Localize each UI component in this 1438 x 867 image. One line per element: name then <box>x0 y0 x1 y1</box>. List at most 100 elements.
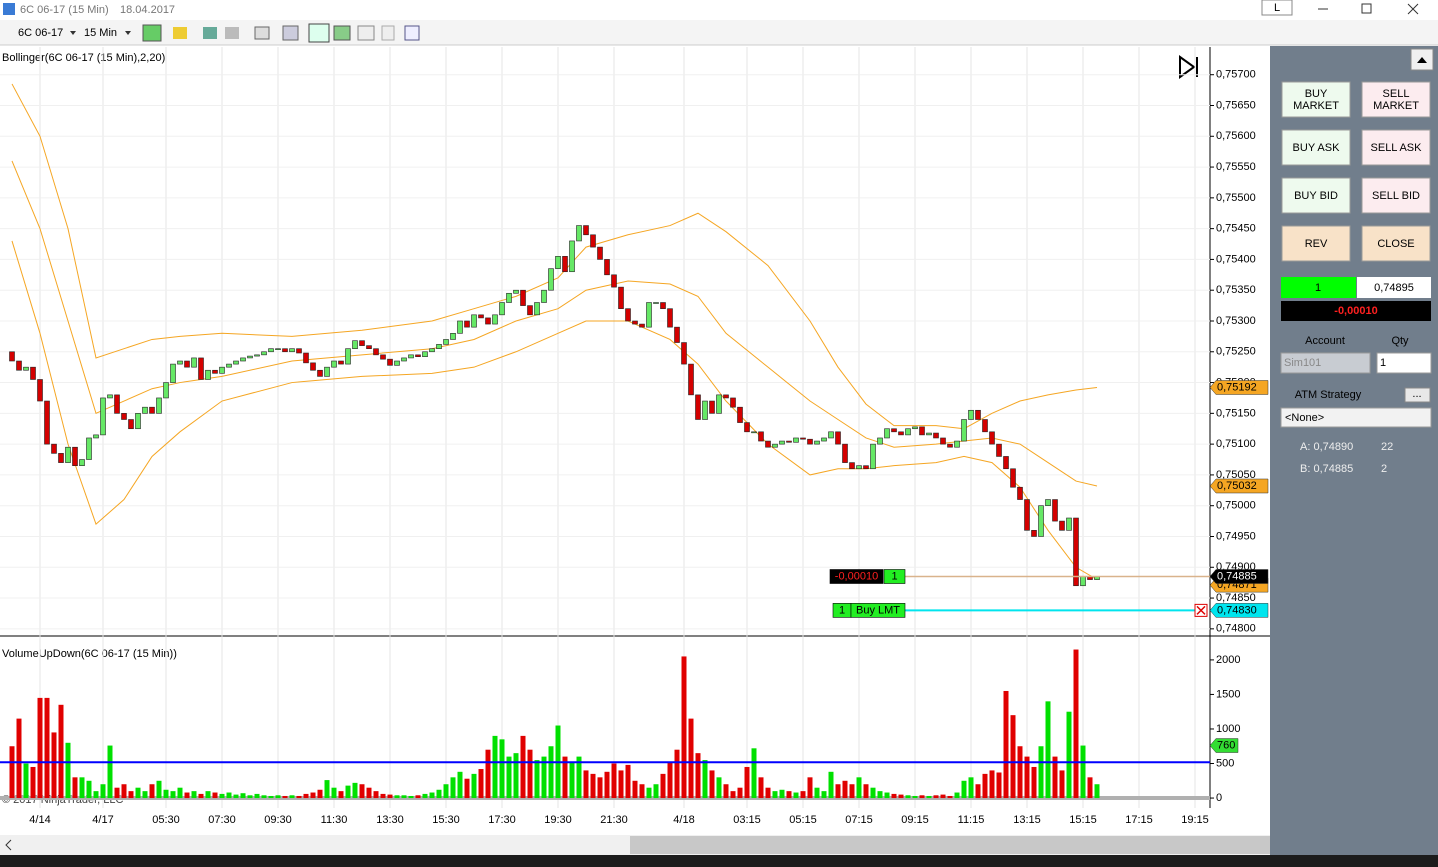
order-button[interactable] <box>1281 81 1351 118</box>
candle <box>142 406 148 414</box>
badge-button[interactable] <box>1261 0 1293 16</box>
volume-bar <box>58 704 64 799</box>
volume-bar <box>1038 746 1044 799</box>
candle <box>1045 499 1051 507</box>
order-button[interactable] <box>1361 225 1431 262</box>
order-button[interactable] <box>1361 81 1431 118</box>
chart-style-button[interactable] <box>142 24 162 42</box>
volume-bar <box>345 785 351 799</box>
volume-bar <box>905 795 911 799</box>
x-tick-label: 11:15 <box>958 814 985 826</box>
volume-bar <box>548 746 554 799</box>
zoom-out-button[interactable] <box>225 27 239 39</box>
window-button[interactable] <box>404 25 420 41</box>
y-tick-label: 0,75050 <box>1216 469 1256 481</box>
x-tick-label: 4/18 <box>673 814 694 826</box>
candle <box>807 438 813 445</box>
order-label-box[interactable] <box>883 569 906 584</box>
candle <box>828 431 834 439</box>
volume-bar <box>583 770 589 799</box>
candle <box>184 360 190 368</box>
volume-bar <box>1024 756 1030 799</box>
candle <box>450 333 456 340</box>
volume-bar <box>93 791 99 799</box>
account-value: Sim101 <box>1284 357 1321 369</box>
cursor-button[interactable] <box>254 26 270 40</box>
x-tick-label: 07:15 <box>845 814 873 826</box>
volume-bar <box>779 789 785 799</box>
atm-select[interactable] <box>1280 407 1432 428</box>
candle <box>492 314 498 325</box>
candle <box>317 369 323 377</box>
candle <box>800 437 806 440</box>
order-label: 1 <box>891 570 897 582</box>
order-button[interactable] <box>1361 177 1431 214</box>
candle <box>345 348 351 365</box>
draw-tool-button[interactable] <box>173 27 187 39</box>
template-button[interactable] <box>381 25 395 41</box>
instrument-selector[interactable]: 6C 06-17 <box>18 27 63 39</box>
chart-trader-button[interactable] <box>308 23 330 43</box>
order-label: Buy LMT <box>856 604 900 616</box>
scroll-to-end-button[interactable] <box>1179 55 1198 79</box>
interval-selector[interactable]: 15 Min <box>84 27 117 39</box>
atm-button[interactable] <box>1404 387 1431 403</box>
volume-bar <box>646 787 652 799</box>
candle <box>940 437 946 445</box>
volume-bar <box>79 777 85 799</box>
volume-bar <box>807 777 813 799</box>
candle <box>730 397 736 408</box>
candle <box>814 440 820 445</box>
volume-bar <box>471 773 477 799</box>
y-tick-label: 0,74800 <box>1216 623 1256 635</box>
volume-bar <box>884 792 890 799</box>
order-button[interactable] <box>1361 129 1431 166</box>
qty-input[interactable] <box>1376 352 1432 374</box>
candle <box>786 440 792 443</box>
candle <box>849 462 855 470</box>
zoom-in-button[interactable] <box>203 27 217 39</box>
order-button[interactable] <box>1281 225 1351 262</box>
volume-bar <box>702 760 708 799</box>
volume-bar <box>863 784 869 799</box>
ask-label: A: 0,74890 <box>1300 441 1353 453</box>
volume-bar <box>660 773 666 799</box>
candle <box>310 362 316 371</box>
volume-bar <box>744 766 750 799</box>
candle <box>1031 530 1037 537</box>
candle <box>16 360 22 371</box>
volume-bar <box>639 784 645 799</box>
order-label-box[interactable] <box>829 569 884 584</box>
scrollbar-thumb[interactable] <box>630 836 1270 854</box>
candle <box>121 413 127 420</box>
maximize-button[interactable] <box>1361 3 1372 14</box>
candle <box>464 320 470 328</box>
candle <box>387 358 393 366</box>
candle <box>37 379 43 402</box>
volume-bar <box>429 792 435 799</box>
volume-bar <box>436 789 442 799</box>
atm-label: ATM Strategy <box>1295 389 1362 401</box>
account-select[interactable] <box>1280 352 1371 374</box>
x-tick-label: 17:15 <box>1125 814 1153 826</box>
order-button[interactable] <box>1281 177 1351 214</box>
volume-bar <box>268 795 274 799</box>
indicator-label: Bollinger(6C 06-17 (15 Min),2,20) <box>2 52 165 64</box>
volume-bar <box>611 763 617 799</box>
order-label-box[interactable] <box>850 603 906 618</box>
candle <box>443 339 449 345</box>
properties-button[interactable] <box>282 25 299 41</box>
indicators-button[interactable] <box>333 25 351 41</box>
close-button[interactable] <box>1407 3 1419 15</box>
volume-bar <box>51 732 57 799</box>
volume-bar <box>16 718 22 799</box>
candle <box>226 363 232 368</box>
scroll-left[interactable] <box>5 839 12 851</box>
candle <box>107 394 113 399</box>
volume-bar <box>765 787 771 799</box>
y-tick-label: 0,75300 <box>1216 315 1256 327</box>
order-button[interactable] <box>1281 129 1351 166</box>
strategies-button[interactable] <box>357 25 375 41</box>
x-tick-label: 15:15 <box>1069 814 1097 826</box>
candle <box>1010 468 1016 488</box>
